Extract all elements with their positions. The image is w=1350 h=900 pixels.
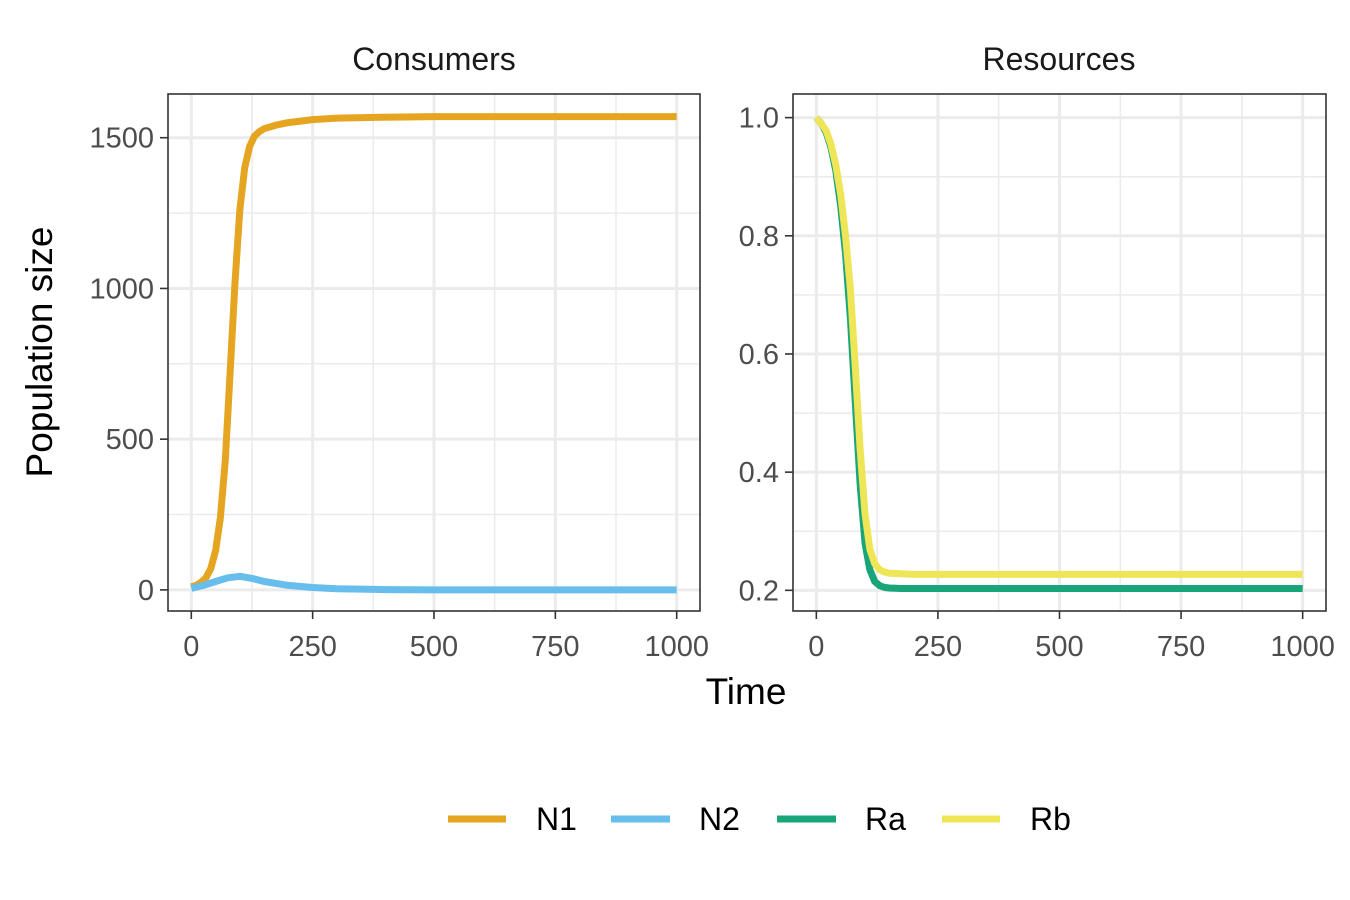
series-line-n1 (190, 113, 677, 591)
series-line-rb (813, 115, 1303, 578)
legend-label-ra: Ra (865, 801, 906, 837)
panel-resources: Resources 0 250 500 750 1000 0.2 0.4 0.6 0.8 1.0 (739, 41, 1335, 663)
x-tick-label: 250 (288, 631, 336, 663)
x-tick-label: 750 (1157, 631, 1205, 663)
legend: N1 N2 Ra Rb (448, 801, 1071, 837)
x-tick-label: 1000 (644, 631, 709, 663)
x-tick-label: 750 (531, 631, 579, 663)
y-tick-label: 1500 (89, 123, 154, 155)
y-tick-label: 0 (138, 575, 154, 607)
legend-label-n2: N2 (699, 801, 740, 837)
x-tick-label: 250 (914, 631, 962, 663)
y-tick-label: 500 (106, 424, 154, 456)
panel-title-resources: Resources (983, 41, 1136, 77)
x-tick-label: 1000 (1270, 631, 1335, 663)
legend-label-rb: Rb (1030, 801, 1071, 837)
y-tick-label: 1000 (89, 273, 154, 305)
series-line-n2 (190, 572, 677, 594)
panel-title-consumers: Consumers (352, 41, 516, 77)
x-axis-title: Time (706, 671, 787, 712)
y-axis-title: Population size (19, 227, 60, 478)
legend-label-n1: N1 (536, 801, 577, 837)
y-tick-label: 0.4 (739, 457, 779, 489)
y-tick-label: 1.0 (739, 103, 779, 135)
x-tick-label: 0 (808, 631, 824, 663)
x-tick-label: 500 (410, 631, 458, 663)
y-tick-label: 0.6 (739, 339, 779, 371)
y-tick-label: 0.2 (739, 575, 779, 607)
x-tick-label: 500 (1035, 631, 1083, 663)
x-tick-label: 0 (183, 631, 199, 663)
y-tick-label: 0.8 (739, 221, 779, 253)
panel-consumers: Consumers 0 250 500 750 1000 0 500 1000 1500 (89, 41, 708, 663)
